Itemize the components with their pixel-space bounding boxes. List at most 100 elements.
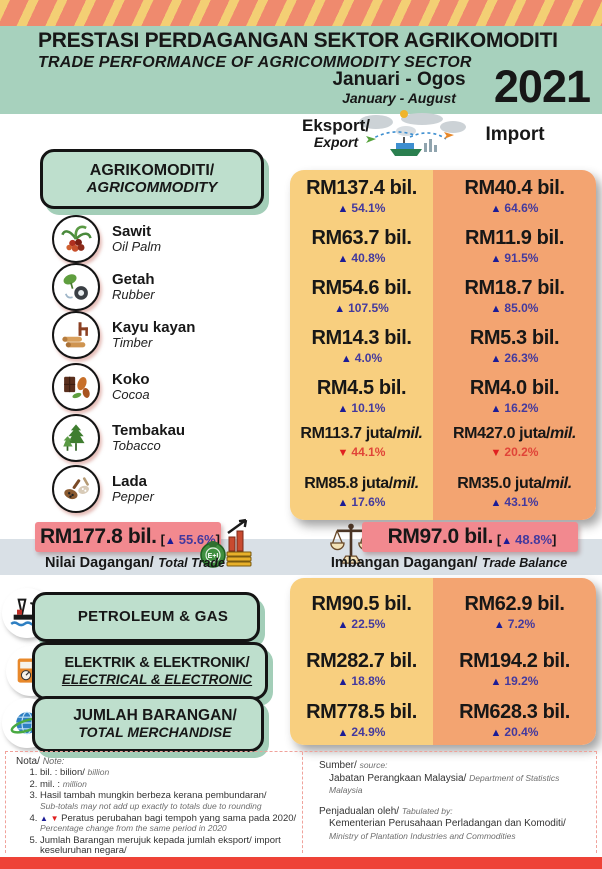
change-badge: ▲ 18.8% [290,674,433,688]
change-badge: ▲ 40.8% [290,251,433,265]
change-badge: ▲ 17.6% [290,495,433,509]
table-row: RM85.8 juta/mil. ▲ 17.6% RM35.0 juta/mil.… [290,475,596,509]
sector-label-electrical: ELEKTRIK & ELEKTRONIK/ ELECTRICAL & ELEC… [32,642,268,700]
commodity-name: Koko Cocoa [112,371,150,403]
commodity-name: Sawit Oil Palm [112,223,161,255]
source-column: Sumber/ source: Jabatan Perangkaan Malay… [302,752,596,853]
sector-label-malay: ELEKTRIK & ELEKTRONIK/ [64,655,250,672]
export-label-malay: Eksport/ [301,116,371,135]
change-badge: ▼ 44.1% [290,445,433,459]
pepper-icon [52,465,100,513]
timber-icon [52,311,100,359]
top-stripe-bar [0,0,602,26]
value-text: RM5.3 bil. [469,327,560,349]
notes-list: bil. : bilion/ billion mil. : million Ha… [16,767,298,869]
oil-palm-icon [52,215,100,263]
value-text: RM85.8 juta/ [304,475,393,492]
value-text: RM4.5 bil. [316,377,407,399]
value-text: RM113.7 juta/ [300,425,397,442]
value-unit: mil. [545,475,572,492]
period-english: January - August [342,89,456,106]
page-title-english: TRADE PERFORMANCE OF AGRICOMMODITY SECTO… [38,54,472,71]
tobacco-export-cell: RM113.7 juta/mil. ▼ 44.1% [290,425,433,459]
page-title: PRESTASI PERDAGANGAN SEKTOR AGRIKOMODITI [38,29,558,52]
tobacco-import-cell: RM427.0 juta/mil. ▼ 20.2% [433,425,596,459]
commodity-row-rubber: Getah Rubber [52,263,155,311]
value-text: RM62.9 bil. [464,593,565,615]
label-english: Total Trade [158,556,225,570]
value-text: RM40.4 bil. [464,177,565,199]
change-arrow-icon: ▲ [340,353,352,365]
commodity-row-cocoa: Koko Cocoa [52,363,150,411]
timber-import-cell: RM5.3 bil. ▲ 26.3% [433,327,596,366]
change-percent: 85.0% [504,301,539,315]
table-row: RM14.3 bil. ▲ 4.0% RM5.3 bil. ▲ 26.3% [290,327,596,366]
note-item: bil. : bilion/ billion [40,767,298,779]
label-malay: Imbangan Dagangan/ [330,555,478,571]
value-text: RM194.2 bil. [459,650,570,672]
change-arrow-icon: ▲ [490,303,502,315]
change-arrow-icon: ▼ [337,446,349,459]
commodity-name-english: Timber [112,335,153,351]
change-badge: ▲ 24.9% [290,725,433,739]
change-percent: 18.8% [351,674,386,688]
electrical-export-cell: RM282.7 bil. ▲ 18.8% [290,651,433,689]
commodity-name-english: Pepper [112,489,154,505]
trade-balance-label: Imbangan Dagangan/ Trade Balance [318,554,580,572]
tobacco-icon [52,414,100,462]
total-merchandise-import-cell: RM628.3 bil. ▲ 20.4% [433,702,596,740]
down-arrow-icon: ▼ [50,813,59,823]
cocoa-icon [52,363,100,411]
change-badge: ▲ 10.1% [290,401,433,415]
notes-heading-english: Note: [42,756,65,766]
change-percent: 54.1% [351,201,386,215]
cocoa-export-cell: RM4.5 bil. ▲ 10.1% [290,377,433,416]
change-percent: 48.8% [515,531,553,547]
note-item: mil. : million [40,779,298,791]
pepper-export-cell: RM85.8 juta/mil. ▲ 17.6% [290,475,433,509]
value-text: RM778.5 bil. [306,701,417,723]
agricommodity-table [290,170,596,520]
agricommodity-section-label: AGRIKOMODITI/ AGRICOMMODITY [40,149,264,209]
change-percent: 91.5% [504,251,539,265]
change-percent: 20.4% [504,725,539,739]
period-malay: Januari - Ogos [332,69,466,90]
commodity-name: Kayu kayan Timber [112,319,195,351]
change-arrow-icon: ▲ [337,203,349,215]
notes-heading: Nota/ Note: [16,756,298,767]
change-arrow-icon: ▲ [337,253,349,265]
svg-text:E+I: E+I [208,553,219,560]
change-percent: 24.9% [351,725,386,739]
change-percent: 44.1% [351,444,386,459]
table-row: RM90.5 bil. ▲ 22.5% RM62.9 bil. ▲ 7.2% [290,593,596,632]
import-column-background [433,578,596,745]
tabulated-by-malay: Penjadualan oleh/ [319,805,400,817]
change-percent: 22.5% [351,617,386,631]
change-arrow-icon: ▼ [490,446,502,459]
sector-label-malay: JUMLAH BARANGAN/ [73,707,237,725]
import-column-header: Import [485,124,545,145]
source-label-english: source: [359,760,388,770]
report-year: 2021 [493,61,591,112]
commodity-row-tobacco: Tembakau Tobacco [52,414,185,462]
sectors-values: RM90.5 bil. ▲ 22.5% RM62.9 bil. ▲ 7.2% RM2… [290,578,596,745]
change-arrow-icon: ▲ [490,496,502,509]
change-badge: ▲ 22.5% [290,617,433,631]
change-arrow-icon: ▲ [164,534,176,547]
commodity-row-pepper: Lada Pepper [52,465,154,513]
change-percent: 20.2% [504,444,539,459]
section-label-malay: AGRIKOMODITI/ [89,161,215,179]
change-arrow-icon: ▲ [337,403,349,415]
report-period: Januari - Ogos January - August [318,69,480,106]
change-percent: 64.6% [504,201,539,215]
change-arrow-icon: ▲ [337,727,349,739]
value-text: RM4.0 bil. [469,377,560,399]
change-percent: 10.1% [351,401,386,415]
change-percent: 40.8% [351,251,386,265]
rubber-import-cell: RM18.7 bil. ▲ 85.0% [433,278,596,316]
commodity-name: Lada Pepper [112,473,154,505]
notes-column: Nota/ Note: bil. : bilion/ billion mil. … [6,752,302,869]
commodity-name-malay: Getah [112,270,155,288]
source-label-malay: Sumber/ [319,760,357,771]
change-percent: 17.6% [351,494,386,509]
